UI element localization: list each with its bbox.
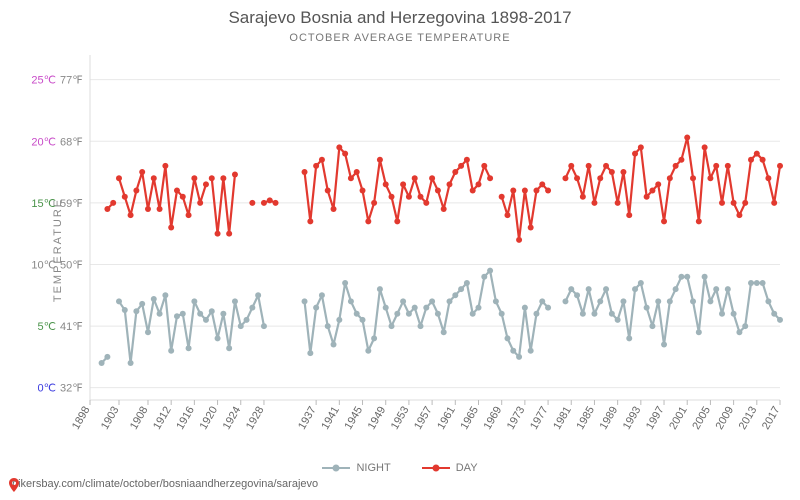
svg-text:5℃: 5℃ [38, 321, 56, 333]
svg-text:1989: 1989 [598, 405, 621, 432]
svg-text:1898: 1898 [70, 405, 93, 432]
source-attribution: hikersbay.com/climate/october/bosniaandh… [8, 478, 318, 490]
svg-text:41℉: 41℉ [60, 321, 83, 333]
svg-text:2005: 2005 [690, 405, 713, 432]
svg-text:1997: 1997 [644, 405, 667, 432]
svg-text:1924: 1924 [221, 405, 244, 432]
svg-text:2013: 2013 [737, 405, 760, 432]
svg-text:1941: 1941 [319, 405, 342, 432]
svg-text:25℃: 25℃ [31, 75, 56, 87]
svg-text:1916: 1916 [174, 405, 197, 432]
source-url: hikersbay.com/climate/october/bosniaandh… [12, 478, 318, 490]
svg-text:2009: 2009 [714, 405, 737, 432]
svg-text:1928: 1928 [244, 405, 267, 432]
svg-text:1949: 1949 [366, 405, 389, 432]
svg-text:1981: 1981 [551, 405, 574, 432]
svg-text:1973: 1973 [505, 405, 528, 432]
svg-text:2017: 2017 [760, 405, 783, 432]
chart-svg: 0℃ 32℉ 5℃ 41℉ 10℃ 50℉ 15℃ 59℉ 20℃ 68℉ 25℃ 77℉ 1898 19… [0, 0, 800, 500]
svg-text:68℉: 68℉ [60, 136, 83, 148]
temperature-chart: { "meta": { "title": "Sarajevo Bosnia an… [0, 0, 800, 500]
legend-item-day: DAY [422, 462, 478, 474]
svg-text:1920: 1920 [198, 405, 221, 432]
svg-text:1961: 1961 [435, 405, 458, 432]
legend-item-night: NIGHT [322, 462, 390, 474]
svg-text:1957: 1957 [412, 405, 435, 432]
svg-text:1993: 1993 [621, 405, 644, 432]
svg-text:1985: 1985 [574, 405, 597, 432]
svg-text:1977: 1977 [528, 405, 551, 432]
svg-text:1969: 1969 [482, 405, 505, 432]
legend-label-night: NIGHT [356, 462, 390, 474]
svg-text:15℃: 15℃ [31, 198, 56, 210]
svg-text:1903: 1903 [99, 405, 122, 432]
svg-text:10℃: 10℃ [31, 259, 56, 271]
svg-text:1912: 1912 [151, 405, 174, 432]
svg-text:0℃: 0℃ [38, 383, 56, 395]
svg-text:1953: 1953 [389, 405, 412, 432]
svg-text:59℉: 59℉ [60, 198, 83, 210]
svg-text:2001: 2001 [667, 405, 690, 432]
svg-text:50℉: 50℉ [60, 259, 83, 271]
svg-text:20℃: 20℃ [31, 136, 56, 148]
svg-text:77℉: 77℉ [60, 75, 83, 87]
svg-text:1965: 1965 [458, 405, 481, 432]
svg-text:1945: 1945 [342, 405, 365, 432]
svg-text:1908: 1908 [128, 405, 151, 432]
svg-text:1937: 1937 [296, 405, 319, 432]
legend-label-day: DAY [456, 462, 478, 474]
legend: NIGHT DAY [0, 460, 800, 474]
svg-text:32℉: 32℉ [60, 383, 83, 395]
